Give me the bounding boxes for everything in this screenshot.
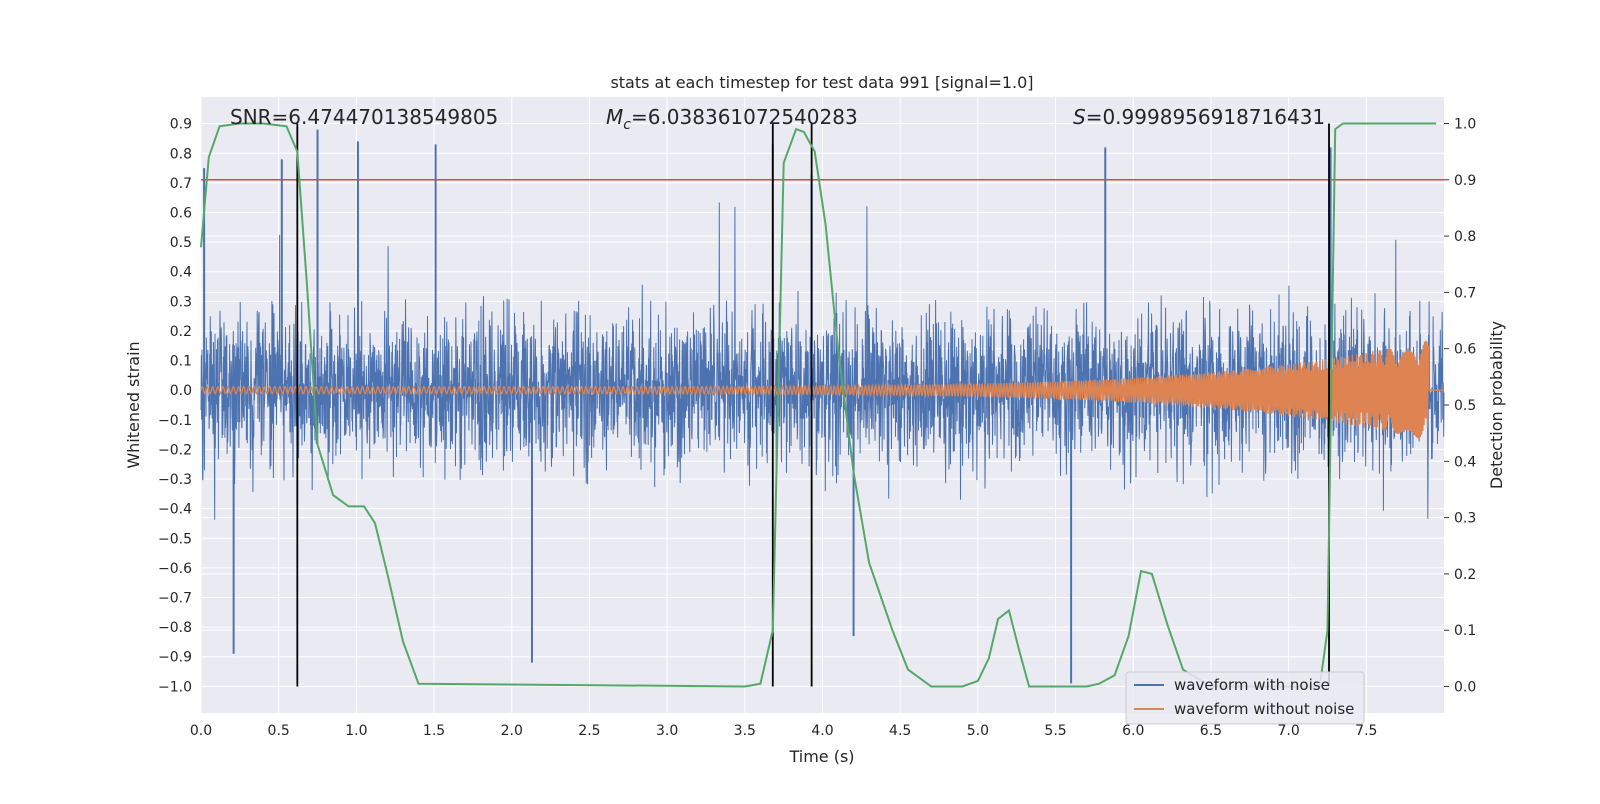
probability-line [200,122,1437,688]
y-left-axis-ticks: 0.9 0.8 0.7 0.6 0.5 0.4 0.3 0.2 0.1 0.0 −0.1 −0.2 −0… [158,117,192,696]
y-right-tick-label: 0.2 [1454,567,1476,583]
x-tick-label: 7.0 [1277,723,1299,739]
y-left-tick-label: 0.1 [170,354,192,370]
y-left-tick-label: −0.4 [158,502,192,518]
x-tick-label: 7.5 [1355,723,1377,739]
y-left-tick-label: 0.6 [170,206,192,222]
y-left-tick-label: −0.7 [158,591,192,607]
y-left-tick-label: −0.8 [158,620,192,636]
y-right-tick-label: 0.5 [1454,398,1476,414]
clean-waveform-series [200,340,1444,439]
mc-value: =6.038361072540283 [631,105,858,129]
x-tick-label: 5.5 [1044,723,1066,739]
x-tick-label: 4.0 [811,723,833,739]
y-left-tick-label: 0.9 [170,117,192,133]
x-tick-label: 1.0 [345,723,367,739]
y-left-tick-label: 0.2 [170,324,192,340]
y-left-tick-label: −0.9 [158,650,192,666]
mc-subscript: c [623,117,631,133]
x-tick-label: 1.5 [423,723,445,739]
y-left-tick-label: −0.2 [158,442,192,458]
x-tick-label: 3.5 [734,723,756,739]
legend-box [1125,671,1365,725]
s-annotation: S=0.9998956918716431 [1073,105,1325,129]
x-tick-label: 6.5 [1200,723,1222,739]
x-tick-label: 0.5 [268,723,290,739]
y-left-tick-label: 0.0 [170,383,192,399]
y-right-tick-label: 1.0 [1454,116,1476,132]
x-axis-ticks: 0.0 0.5 1.0 1.5 2.0 2.5 3.0 3.5 4.0 4.5 5.0 5.5 6.0 6… [190,723,1378,739]
y-left-tick-label: −1.0 [158,679,192,695]
y-right-tick-label: 0.1 [1454,623,1476,639]
legend-label-clean: waveform without noise [1174,700,1354,718]
mc-symbol: M [606,105,623,129]
legend: waveform with noise waveform without noi… [1125,671,1365,725]
legend-label-noise: waveform with noise [1174,676,1330,694]
x-tick-label: 4.5 [889,723,911,739]
x-tick-label: 0.0 [190,723,212,739]
y-right-tick-label: 0.6 [1454,342,1476,358]
y-left-tick-label: −0.1 [158,413,192,429]
y-left-tick-label: −0.5 [158,531,192,547]
y-left-tick-label: −0.3 [158,472,192,488]
y-left-tick-label: 0.3 [170,294,192,310]
y-left-tick-label: 0.4 [170,265,192,281]
y-left-axis-label: Whitened strain [124,341,143,468]
y-right-tick-label: 0.9 [1454,173,1476,189]
s-value: =0.9998956918716431 [1086,105,1325,129]
s-symbol: S [1073,105,1086,129]
x-axis-label: Time (s) [788,747,854,766]
y-right-axis-ticks: 1.0 0.9 0.8 0.7 0.6 0.5 0.4 0.3 0.2 0.1 0.0 [1444,116,1476,696]
y-left-tick-label: 0.8 [170,146,192,162]
chart-title: stats at each timestep for test data 991… [610,73,1033,92]
y-left-tick-label: 0.7 [170,176,192,192]
y-right-tick-label: 0.0 [1454,680,1476,696]
y-right-tick-label: 0.8 [1454,229,1476,245]
x-tick-label: 2.0 [501,723,523,739]
clean-waveform-line [200,340,1444,439]
probability-series [200,122,1437,688]
snr-annotation: SNR=6.474470138549805 [230,105,498,129]
y-right-tick-label: 0.3 [1454,511,1476,527]
y-right-tick-label: 0.7 [1454,285,1476,301]
x-tick-label: 5.0 [967,723,989,739]
x-tick-label: 2.5 [578,723,600,739]
y-right-axis-label: Detection probability [1487,321,1506,489]
y-right-tick-label: 0.4 [1454,454,1476,470]
x-tick-label: 3.0 [656,723,678,739]
y-left-tick-label: −0.6 [158,561,192,577]
x-tick-label: 6.0 [1122,723,1144,739]
mc-annotation: Mc=6.038361072540283 [606,105,858,133]
y-left-tick-label: 0.5 [170,235,192,251]
